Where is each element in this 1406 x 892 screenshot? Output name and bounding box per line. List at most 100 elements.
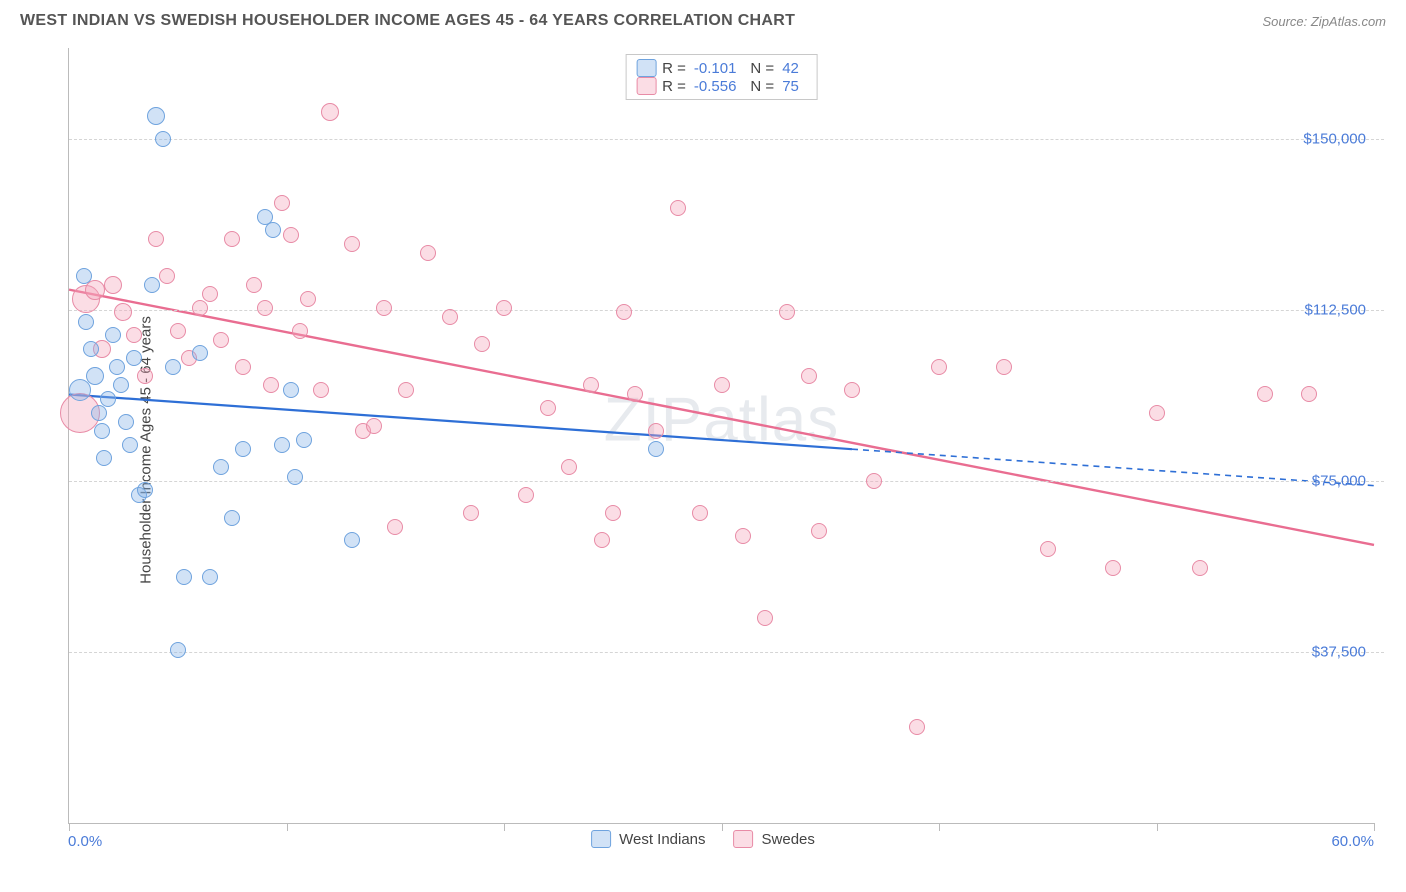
scatter-point [321, 103, 339, 121]
scatter-point [996, 359, 1012, 375]
scatter-point [283, 227, 299, 243]
scatter-point [605, 505, 621, 521]
scatter-point [283, 382, 299, 398]
scatter-point [931, 359, 947, 375]
legend-swatch-blue [636, 59, 656, 77]
n-label: N = [750, 60, 774, 77]
y-tick-label: $75,000 [1312, 473, 1366, 490]
scatter-point [292, 323, 308, 339]
r-value-0: -0.101 [694, 60, 737, 77]
legend-label: Swedes [762, 831, 815, 848]
scatter-point [496, 300, 512, 316]
scatter-point [165, 359, 181, 375]
scatter-point [265, 222, 281, 238]
scatter-point [122, 437, 138, 453]
scatter-point [648, 441, 664, 457]
scatter-point [137, 482, 153, 498]
x-tick [69, 823, 70, 831]
scatter-point [246, 277, 262, 293]
scatter-point [1149, 405, 1165, 421]
x-tick [939, 823, 940, 831]
correlation-legend: R = -0.101 N = 42 R = -0.556 N = 75 [625, 54, 818, 100]
scatter-point [398, 382, 414, 398]
scatter-point [235, 359, 251, 375]
scatter-point [779, 304, 795, 320]
scatter-point [540, 400, 556, 416]
header: WEST INDIAN VS SWEDISH HOUSEHOLDER INCOM… [0, 0, 1406, 38]
y-tick-label: $112,500 [1305, 302, 1366, 319]
scatter-point [202, 569, 218, 585]
scatter-point [296, 432, 312, 448]
source-label: Source: ZipAtlas.com [1262, 14, 1386, 29]
scatter-point [114, 303, 132, 321]
scatter-point [866, 473, 882, 489]
gridline [69, 481, 1384, 482]
scatter-point [714, 377, 730, 393]
scatter-point [126, 350, 142, 366]
scatter-point [670, 200, 686, 216]
gridline [69, 139, 1384, 140]
scatter-point [147, 107, 165, 125]
scatter-point [387, 519, 403, 535]
scatter-point [583, 377, 599, 393]
scatter-point [474, 336, 490, 352]
scatter-point [76, 268, 92, 284]
plot-region: ZIPatlas R = -0.101 N = 42 R = -0.556 N … [68, 48, 1374, 824]
scatter-point [735, 528, 751, 544]
scatter-point [144, 277, 160, 293]
x-tick [504, 823, 505, 831]
scatter-point [118, 414, 134, 430]
legend-swatch-pink [734, 830, 754, 848]
n-value-1: 75 [782, 78, 799, 95]
x-axis-min: 0.0% [68, 833, 102, 850]
scatter-point [192, 345, 208, 361]
scatter-point [104, 276, 122, 294]
scatter-point [287, 469, 303, 485]
scatter-point [1105, 560, 1121, 576]
scatter-point [224, 231, 240, 247]
legend-item-swedes: Swedes [734, 830, 815, 848]
gridline [69, 652, 1384, 653]
series-legend: West Indians Swedes [591, 830, 815, 848]
scatter-point [300, 291, 316, 307]
scatter-point [263, 377, 279, 393]
scatter-point [1192, 560, 1208, 576]
scatter-point [126, 327, 142, 343]
scatter-point [213, 332, 229, 348]
scatter-point [844, 382, 860, 398]
y-tick-label: $150,000 [1303, 131, 1366, 148]
scatter-point [274, 195, 290, 211]
scatter-point [627, 386, 643, 402]
x-tick [1374, 823, 1375, 831]
scatter-point [757, 610, 773, 626]
scatter-point [96, 450, 112, 466]
scatter-point [344, 236, 360, 252]
scatter-point [376, 300, 392, 316]
scatter-point [420, 245, 436, 261]
scatter-point [170, 323, 186, 339]
scatter-point [594, 532, 610, 548]
scatter-point [94, 423, 110, 439]
legend-swatch-blue [591, 830, 611, 848]
scatter-point [113, 377, 129, 393]
scatter-point [170, 642, 186, 658]
n-value-0: 42 [782, 60, 799, 77]
chart-title: WEST INDIAN VS SWEDISH HOUSEHOLDER INCOM… [20, 12, 795, 30]
legend-row: R = -0.556 N = 75 [636, 77, 807, 95]
scatter-point [692, 505, 708, 521]
scatter-point [1257, 386, 1273, 402]
scatter-point [257, 300, 273, 316]
x-tick [287, 823, 288, 831]
scatter-point [648, 423, 664, 439]
scatter-point [105, 327, 121, 343]
scatter-point [235, 441, 251, 457]
scatter-point [801, 368, 817, 384]
scatter-point [86, 367, 104, 385]
scatter-point [202, 286, 218, 302]
scatter-point [213, 459, 229, 475]
scatter-point [274, 437, 290, 453]
scatter-point [561, 459, 577, 475]
legend-row: R = -0.101 N = 42 [636, 59, 807, 77]
scatter-point [155, 131, 171, 147]
legend-swatch-pink [636, 77, 656, 95]
